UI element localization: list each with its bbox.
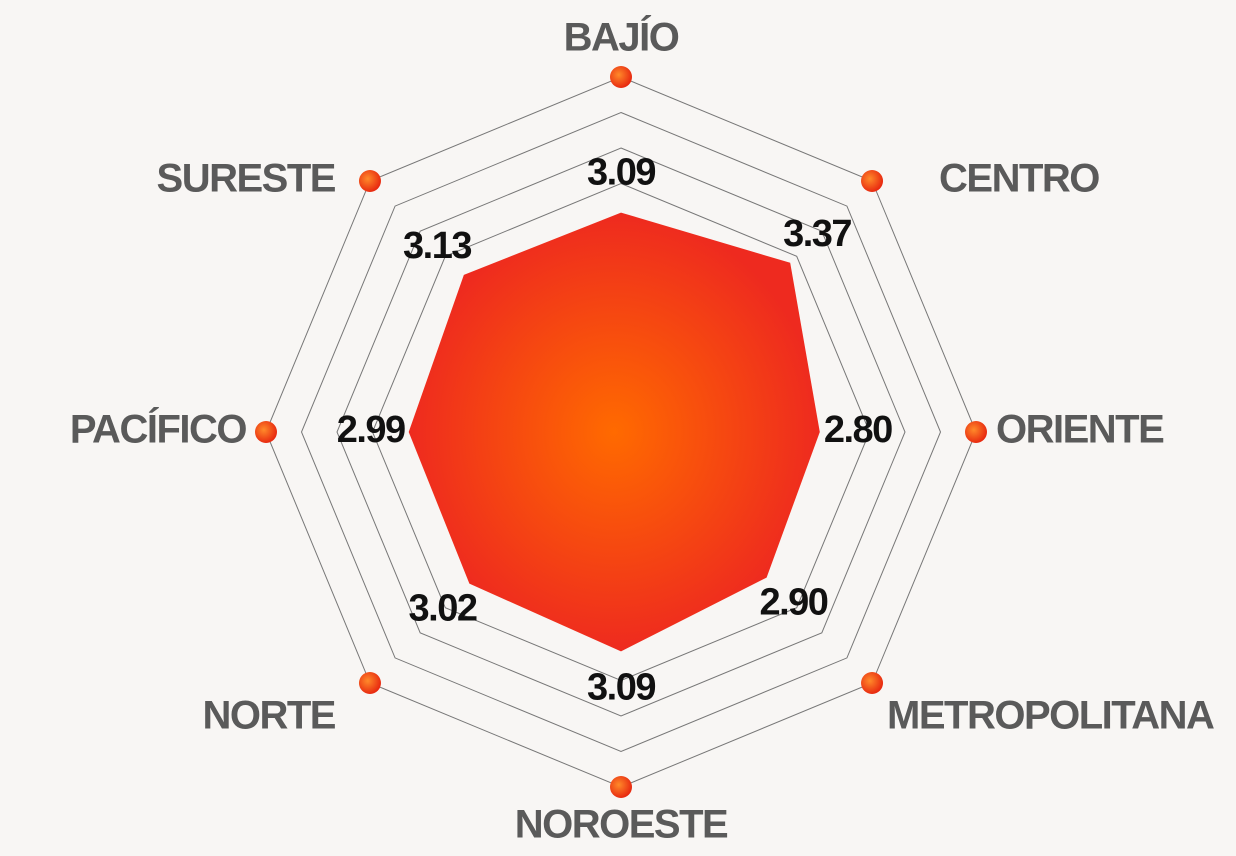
category-label: SURESTE xyxy=(157,157,336,201)
value-label: 3.37 xyxy=(783,213,851,255)
axis-dot xyxy=(861,169,884,192)
category-label: NOROESTE xyxy=(515,803,728,847)
category-label: ORIENTE xyxy=(996,408,1164,452)
category-label: METROPOLITANA xyxy=(887,694,1214,738)
category-label: CENTRO xyxy=(939,157,1099,201)
grid-ring xyxy=(300,111,942,753)
grid-ring xyxy=(371,182,871,682)
value-label: 2.99 xyxy=(337,409,405,451)
axis-dot xyxy=(358,672,381,695)
axis-dot xyxy=(255,421,277,443)
category-label: PACÍFICO xyxy=(70,407,247,452)
axis-dot xyxy=(861,672,884,695)
axis-dot xyxy=(358,169,381,192)
data-area xyxy=(408,212,820,652)
value-label: 3.09 xyxy=(587,152,655,194)
category-label: BAJÍO xyxy=(564,15,679,60)
axis-dot xyxy=(610,66,632,88)
value-label: 2.90 xyxy=(759,581,827,623)
value-label: 3.13 xyxy=(403,225,471,267)
axis-dot xyxy=(965,421,987,443)
axis-dot xyxy=(610,776,632,798)
value-label: 3.02 xyxy=(409,588,477,630)
grid-ring xyxy=(336,147,906,717)
value-label: 3.09 xyxy=(587,666,655,708)
category-label: NORTE xyxy=(202,694,335,738)
value-label: 2.80 xyxy=(824,409,892,451)
